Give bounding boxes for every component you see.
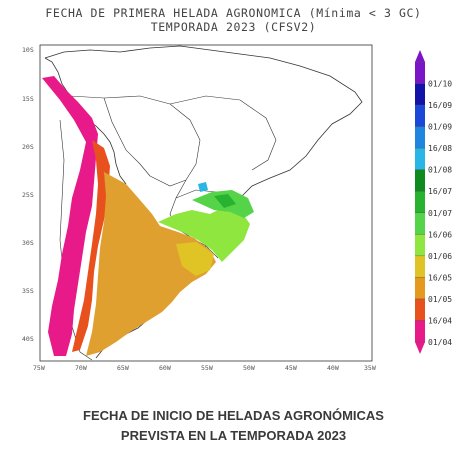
frost-region-may01 [176,242,214,276]
lat-tick: 30S [22,239,34,247]
legend-swatch [415,105,425,127]
legend-swatch [415,234,425,257]
lon-axis: 75W 70W 65W 60W 55W 50W 45W 40W 35W [33,364,376,372]
legend-label: 16/09 [428,101,452,110]
legend-swatch [415,62,425,84]
legend-arrow-top [415,50,425,62]
lat-tick: 35S [22,287,34,295]
legend-swatch [415,298,425,321]
legend-label: 16/07 [428,187,452,196]
legend-swatch [415,255,425,278]
legend-swatch [415,148,425,170]
lat-axis: 10S 15S 20S 25S 30S 35S 40S [22,46,34,343]
map-title: FECHA DE PRIMERA HELADA AGRONOMICA (Míni… [45,6,422,20]
lat-tick: 25S [22,191,34,199]
legend-label: 01/09 [428,123,452,132]
lon-tick: 60W [159,364,171,372]
lon-tick: 65W [117,364,129,372]
map-subtitle: TEMPORADA 2023 (CFSV2) [150,20,317,34]
legend-swatch [415,191,425,214]
legend-label: 16/06 [428,230,452,239]
legend-label: 01/07 [428,209,452,218]
country-borders [59,95,277,361]
lat-tick: 20S [22,143,34,151]
caption-line2: PREVISTA EN LA TEMPORADA 2023 [120,428,347,443]
legend-arrow-bottom [415,342,425,354]
legend-swatch [415,126,425,149]
legend-label: 16/05 [428,273,452,282]
lon-tick: 50W [243,364,255,372]
lon-tick: 75W [33,364,45,372]
legend-label: 01/06 [428,252,452,261]
lat-tick: 40S [22,335,34,343]
lat-tick: 15S [22,95,34,103]
lon-tick: 45W [285,364,297,372]
legend-label: 16/04 [428,316,452,325]
lon-tick: 70W [75,364,87,372]
frost-region-jun01 [158,206,250,262]
legend-label: 01/10 [428,80,452,89]
frost-region-apr16 [72,140,110,352]
legend-swatch [415,169,425,192]
legend-swatch [415,320,425,343]
frost-region-aug01 [198,182,208,192]
caption-line1: FECHA DE INICIO DE HELADAS AGRONÓMICAS [83,408,384,423]
legend-label: 16/08 [428,144,452,153]
legend-swatch [415,212,425,235]
legend-swatch [415,277,425,300]
legend-label: 01/08 [428,166,452,175]
legend-label: 01/05 [428,295,452,304]
legend-colorbar: 01/10 16/09 01/09 16/08 01/08 16/07 01/07 16/06… [415,50,452,354]
lon-tick: 35W [364,364,376,372]
frost-region-may16 [86,172,216,356]
lon-tick: 55W [201,364,213,372]
frost-region-apr01 [42,76,98,356]
legend-label: 01/04 [428,338,452,347]
lat-tick: 10S [22,46,34,54]
legend-swatch [415,83,425,106]
lon-tick: 40W [327,364,339,372]
frost-region-jul01 [214,194,236,208]
